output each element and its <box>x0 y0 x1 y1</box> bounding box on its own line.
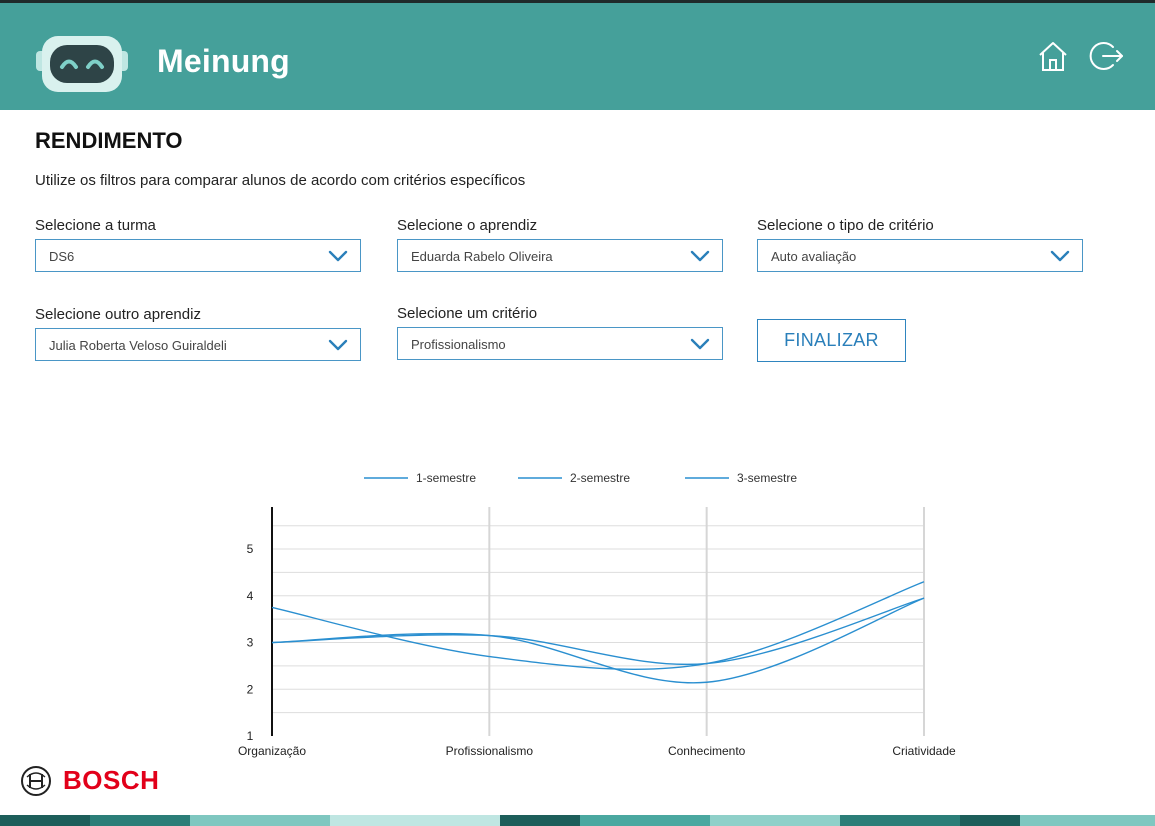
window-top-border <box>0 0 1155 3</box>
aprendiz-select[interactable]: Eduarda Rabelo Oliveira <box>397 239 723 272</box>
bosch-logo-icon <box>21 766 51 796</box>
x-tick-label: Conhecimento <box>668 744 746 758</box>
tipo-criterio-select[interactable]: Auto avaliação <box>757 239 1083 272</box>
series-line-2-semestre <box>271 581 925 671</box>
page-title: RENDIMENTO <box>35 128 183 153</box>
y-tick-label: 5 <box>247 542 254 556</box>
app-title: Meinung <box>157 43 290 79</box>
series-line-3-semestre <box>271 597 925 666</box>
robot-logo-icon <box>36 36 128 92</box>
aprendiz-value: Eduarda Rabelo Oliveira <box>411 249 553 264</box>
outro-aprendiz-label: Selecione outro aprendiz <box>35 306 201 323</box>
logout-icon[interactable] <box>1089 38 1125 74</box>
chevron-down-icon <box>1050 250 1070 262</box>
outro-aprendiz-select[interactable]: Julia Roberta Veloso Guiraldeli <box>35 328 361 361</box>
legend-label: 1-semestre <box>416 471 476 485</box>
y-tick-label: 3 <box>247 636 254 650</box>
criterio-value: Profissionalismo <box>411 337 506 352</box>
home-icon[interactable] <box>1035 38 1071 74</box>
chevron-down-icon <box>690 338 710 350</box>
y-tick-label: 2 <box>247 682 254 696</box>
tipo-criterio-label: Selecione o tipo de critério <box>757 217 934 234</box>
aprendiz-label: Selecione o aprendiz <box>397 217 538 234</box>
footer-stripe <box>0 815 1155 826</box>
series-line-1-semestre <box>271 597 925 684</box>
x-tick-label: Organização <box>238 744 306 758</box>
criterio-select[interactable]: Profissionalismo <box>397 327 723 360</box>
page-subtitle: Utilize os filtros para comparar alunos … <box>35 172 526 189</box>
bosch-brand: BOSCH <box>63 765 160 795</box>
chevron-down-icon <box>328 339 348 351</box>
performance-line-chart: 1 2 3 4 5 Organização Profissionalismo Conhecim… <box>238 471 956 758</box>
y-tick-label: 1 <box>247 729 254 743</box>
turma-select[interactable]: DS6 <box>35 239 361 272</box>
legend-label: 3-semestre <box>737 471 797 485</box>
y-tick-label: 4 <box>247 589 254 603</box>
chevron-down-icon <box>690 250 710 262</box>
legend-label: 2-semestre <box>570 471 630 485</box>
x-tick-label: Profissionalismo <box>446 744 534 758</box>
chevron-down-icon <box>328 250 348 262</box>
tipo-criterio-value: Auto avaliação <box>771 249 857 264</box>
turma-value: DS6 <box>49 249 75 264</box>
app-header: Meinung <box>0 3 1155 110</box>
outro-aprendiz-value: Julia Roberta Veloso Guiraldeli <box>49 338 227 353</box>
criterio-label: Selecione um critério <box>397 305 538 322</box>
turma-label: Selecione a turma <box>35 217 156 234</box>
x-tick-label: Criatividade <box>892 744 956 758</box>
finalize-button[interactable]: FINALIZAR <box>757 319 906 362</box>
